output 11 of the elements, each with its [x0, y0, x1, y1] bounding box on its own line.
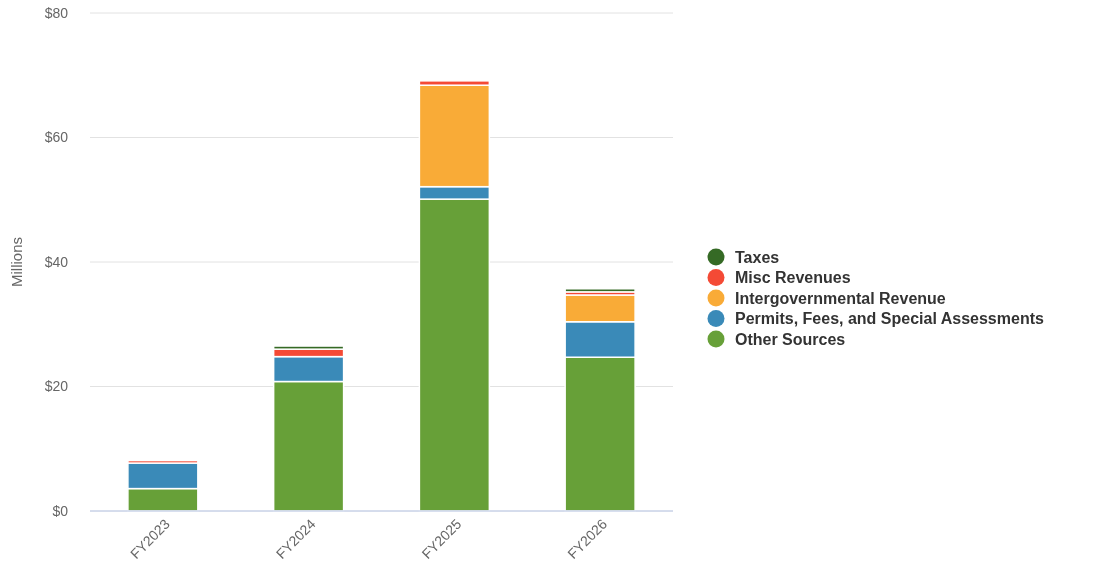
- y-axis-title: Millions: [8, 236, 25, 288]
- y-tick-label: $20: [44, 378, 69, 395]
- legend-label: Misc Revenues: [735, 269, 851, 287]
- y-tick-label: $80: [44, 4, 69, 21]
- y-tick-label: $0: [52, 502, 69, 519]
- legend-label: Taxes: [735, 248, 780, 266]
- legend-label: Permits, Fees, and Special Assessments: [735, 310, 1044, 328]
- legend-label: Intergovernmental Revenue: [735, 289, 946, 307]
- y-tick-label: $60: [44, 129, 69, 146]
- legend-label: Other Sources: [735, 330, 846, 348]
- y-tick-label: $40: [44, 253, 69, 270]
